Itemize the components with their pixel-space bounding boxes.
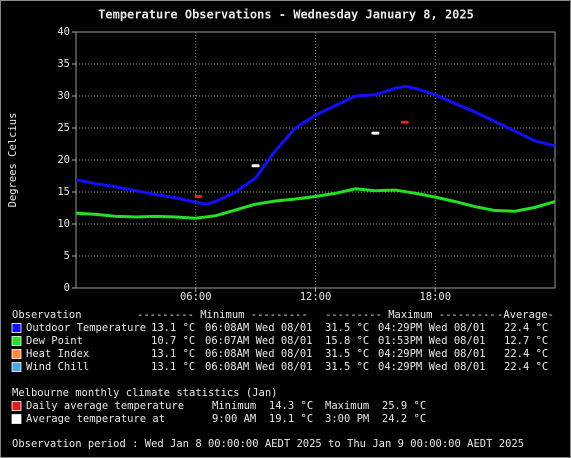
table-cell: 31.5 °C [325,322,369,334]
table-header: -Average- [497,309,554,321]
y-tick-label: 0 [64,282,70,294]
climate-cell: Minimum 14.3 °C [212,400,313,412]
table-cell: Wind Chill [26,361,89,373]
climate-cell: 3:00 PM 24.2 °C [325,413,426,425]
table-cell: 13.1 °C [151,322,195,334]
climate-cell: 9:00 AM 19.1 °C [212,413,313,425]
legend-swatch [11,336,22,346]
y-tick-label: 40 [57,26,70,38]
table-cell: 04:29PM Wed 08/01 [378,348,485,360]
table-cell: 31.5 °C [325,361,369,373]
table-cell: Outdoor Temperature [26,322,146,334]
marker [194,194,203,198]
table-cell: 06:08AM Wed 08/01 [205,348,312,360]
footer: Observation period : Wed Jan 8 00:00:00 … [12,438,524,450]
table-cell: 04:29PM Wed 08/01 [378,322,485,334]
y-tick-label: 35 [57,58,70,70]
climate-cell: Maximum 25.9 °C [325,400,426,412]
table-header: Observation [12,309,82,321]
marker [400,120,409,124]
series-line [75,84,556,206]
legend-swatch [11,349,22,359]
y-tick-label: 30 [57,90,70,102]
series-line [75,187,556,220]
climate-title: Melbourne monthly climate statistics (Ja… [12,387,278,399]
table-cell: Dew Point [26,335,83,347]
table-header: --------- Minimum --------- [137,309,308,321]
chart-title: Temperature Observations - Wednesday Jan… [98,8,474,22]
y-tick-label: 20 [57,154,70,166]
climate-label: Daily average temperature [26,400,184,412]
y-tick-label: 10 [57,218,70,230]
x-tick-label: 12:00 [300,291,332,303]
table-cell: Heat Index [26,348,89,360]
table-cell: 06:08AM Wed 08/01 [205,322,312,334]
table-cell: 22.4 °C [504,322,548,334]
legend-swatch [11,414,22,424]
table-header: --------- Maximum --------- [325,309,496,321]
table-cell: 22.4 °C [504,361,548,373]
legend-swatch [11,323,22,333]
y-tick-label: 5 [64,250,70,262]
table-cell: 06:07AM Wed 08/01 [205,335,312,347]
table-cell: 06:08AM Wed 08/01 [205,361,312,373]
table-cell: 22.4 °C [504,348,548,360]
table-cell: 31.5 °C [325,348,369,360]
table-cell: 10.7 °C [151,335,195,347]
marker [371,131,380,135]
legend-swatch [11,401,22,411]
climate-label: Average temperature at [26,413,165,425]
y-tick-label: 25 [57,122,70,134]
marker [251,164,260,168]
plot-border [75,31,556,289]
table-cell: 12.7 °C [504,335,548,347]
x-tick-label: 06:00 [180,291,212,303]
table-cell: 04:29PM Wed 08/01 [378,361,485,373]
table-cell: 01:53PM Wed 08/01 [378,335,485,347]
table-cell: 15.8 °C [325,335,369,347]
table-cell: 13.1 °C [151,348,195,360]
y-axis-label: Degrees Celcius [7,113,19,208]
table-cell: 13.1 °C [151,361,195,373]
x-tick-label: 18:00 [419,291,451,303]
legend-swatch [11,362,22,372]
y-tick-label: 15 [57,186,70,198]
